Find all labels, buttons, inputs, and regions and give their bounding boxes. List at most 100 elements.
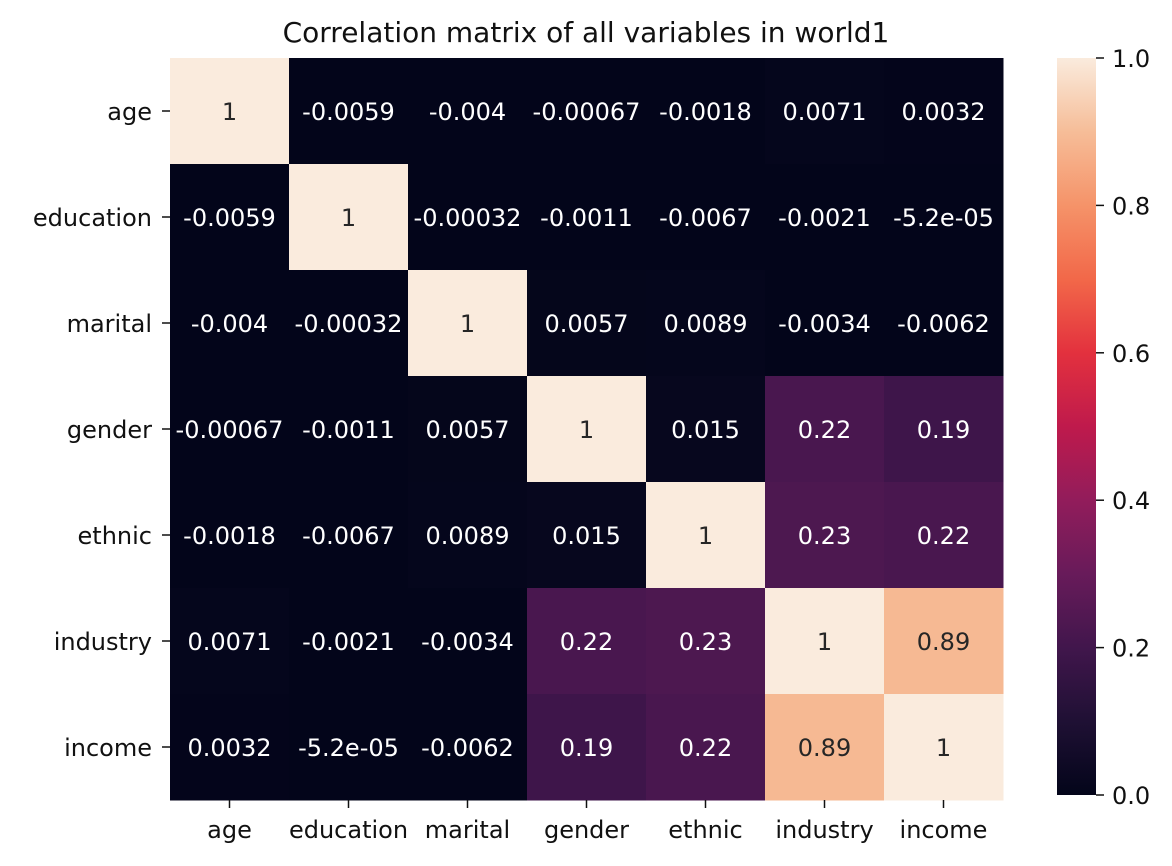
- heatmap-cell: [408, 482, 528, 589]
- heatmap-cell: [884, 270, 1004, 377]
- colorbar-tick-label: 0.6: [1112, 340, 1150, 368]
- cell-annotation: -0.00067: [176, 416, 284, 444]
- colorbar-tick-label: 0.0: [1112, 782, 1150, 810]
- heatmap-cell: [289, 694, 409, 801]
- heatmap-cell: [408, 376, 528, 483]
- heatmap-cell: [884, 376, 1004, 483]
- cell-annotation: 1: [936, 734, 951, 762]
- heatmap-cell: [289, 588, 409, 695]
- y-tick-label: ethnic: [78, 522, 152, 550]
- heatmap-cell: [408, 270, 528, 377]
- cell-annotation: 0.0032: [902, 98, 986, 126]
- cell-annotation: 0.19: [917, 416, 970, 444]
- cell-annotation: 1: [460, 310, 475, 338]
- cell-annotation: 0.22: [798, 416, 851, 444]
- heatmap-cell: [170, 482, 290, 589]
- y-tick-label: gender: [67, 416, 152, 444]
- cell-annotation: 0.0089: [664, 310, 748, 338]
- cell-annotation: -0.0011: [302, 416, 395, 444]
- cell-annotation: -0.0062: [897, 310, 990, 338]
- x-tick-label: income: [900, 816, 988, 844]
- heatmap-cell: [527, 270, 647, 377]
- cell-annotation: 0.0089: [426, 522, 510, 550]
- y-tick-label: marital: [67, 310, 152, 338]
- colorbar: 0.0 0.2 0.4 0.6 0.8 1.0: [1057, 45, 1150, 810]
- heatmap-cell: [408, 694, 528, 801]
- cell-annotation: -0.00067: [533, 98, 641, 126]
- heatmap-cell: [765, 588, 885, 695]
- cell-annotation: -0.0018: [659, 98, 752, 126]
- heatmap-cell: [646, 270, 766, 377]
- heatmap-cell: [527, 694, 647, 801]
- cell-annotation: -0.0034: [421, 628, 514, 656]
- heatmap-cell: [765, 58, 885, 165]
- cell-annotation: -0.0018: [183, 522, 276, 550]
- cell-annotation: 1: [698, 522, 713, 550]
- cell-annotation: -5.2e-05: [298, 734, 399, 762]
- x-tick-label: gender: [544, 816, 629, 844]
- cell-annotation: 0.89: [798, 734, 851, 762]
- y-tick-label: industry: [54, 628, 152, 656]
- cell-annotation: -0.0067: [659, 204, 752, 232]
- cell-annotation: 0.19: [560, 734, 613, 762]
- heatmap-cell: [289, 164, 409, 271]
- cell-annotation: 0.22: [679, 734, 732, 762]
- cell-annotation: -5.2e-05: [893, 204, 994, 232]
- heatmap-cell: [646, 376, 766, 483]
- heatmap-cell: [646, 164, 766, 271]
- heatmap-cell: [289, 376, 409, 483]
- cell-annotation: 0.015: [552, 522, 621, 550]
- cell-annotation: 0.23: [798, 522, 851, 550]
- colorbar-tick-label: 0.8: [1112, 192, 1150, 220]
- heatmap-cell: [170, 376, 290, 483]
- cell-annotation: 0.0071: [188, 628, 272, 656]
- heatmap-cell: [527, 376, 647, 483]
- cell-annotation: 1: [222, 98, 237, 126]
- heatmap-cell: [646, 58, 766, 165]
- cell-annotation: 0.0057: [545, 310, 629, 338]
- heatmap-cell: [170, 694, 290, 801]
- heatmap-cell: [527, 588, 647, 695]
- heatmap-cell: [646, 482, 766, 589]
- heatmap-cell: [884, 58, 1004, 165]
- heatmap-cell: [646, 588, 766, 695]
- cell-annotation: 0.23: [679, 628, 732, 656]
- cell-annotation: -0.004: [429, 98, 506, 126]
- cell-annotations: 1 -0.0059 -0.004 -0.00067 -0.0018 0.0071 0.003…: [176, 98, 994, 762]
- cell-annotation: -0.00032: [295, 310, 403, 338]
- colorbar-tick-label: 0.2: [1112, 635, 1150, 663]
- cell-annotation: -0.0059: [183, 204, 276, 232]
- y-tick-label: age: [107, 98, 152, 126]
- cell-annotation: -0.00032: [414, 204, 522, 232]
- heatmap-cell: [527, 164, 647, 271]
- cell-annotation: -0.0059: [302, 98, 395, 126]
- x-tick-label: marital: [425, 816, 510, 844]
- heatmap-cell: [765, 694, 885, 801]
- cell-annotation: -0.0021: [778, 204, 871, 232]
- cell-annotation: -0.0011: [540, 204, 633, 232]
- colorbar-tick-label: 1.0: [1112, 45, 1150, 73]
- cell-annotation: -0.0021: [302, 628, 395, 656]
- heatmap-cell: [884, 694, 1004, 801]
- cell-annotation: -0.0062: [421, 734, 514, 762]
- heatmap-cell: [170, 270, 290, 377]
- colorbar-tick-label: 0.4: [1112, 487, 1150, 515]
- x-axis: age education marital gender ethnic industry i…: [207, 800, 987, 844]
- heatmap-cell: [765, 270, 885, 377]
- heatmap-cell: [527, 58, 647, 165]
- heatmap-cell: [408, 164, 528, 271]
- heatmap-cell: [884, 164, 1004, 271]
- y-axis: age education marital gender ethnic industry i…: [33, 98, 170, 762]
- heatmap-cell: [289, 58, 409, 165]
- cell-annotation: -0.0034: [778, 310, 871, 338]
- heatmap-cell: [170, 164, 290, 271]
- colorbar-gradient: [1057, 58, 1096, 795]
- heatmap-cell: [170, 588, 290, 695]
- cell-annotation: 1: [579, 416, 594, 444]
- heatmap-cell: [765, 376, 885, 483]
- cell-annotation: 0.0057: [426, 416, 510, 444]
- cell-annotation: 0.015: [671, 416, 740, 444]
- y-tick-label: education: [33, 204, 152, 232]
- heatmap-cell: [408, 58, 528, 165]
